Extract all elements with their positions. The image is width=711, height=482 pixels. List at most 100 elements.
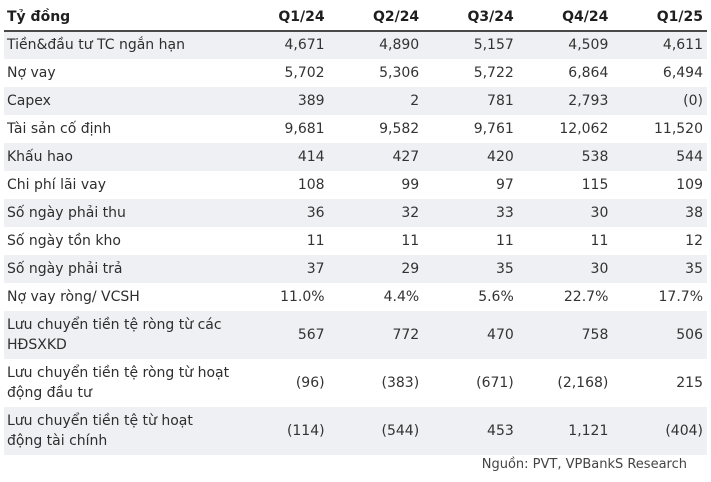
row-value: 11,520 xyxy=(654,120,703,137)
row-value: 5.6% xyxy=(478,288,514,305)
row-value: 30 xyxy=(590,260,609,277)
row-value: 11 xyxy=(590,232,609,249)
table-row: Lưu chuyển tiền tệ ròng từ các HĐSXKD 567… xyxy=(4,311,707,359)
row-value: 215 xyxy=(676,374,703,391)
row-value: 5,702 xyxy=(284,64,325,81)
table-row: Chi phí lãi vay 108 99 97 115 109 xyxy=(4,171,707,199)
row-value: 4,671 xyxy=(284,37,325,54)
row-value: 420 xyxy=(487,148,514,165)
row-label: Tài sản cố định xyxy=(7,120,112,137)
row-value: 4,509 xyxy=(568,37,609,54)
row-label: Lưu chuyển tiền tệ từ hoạt động tài chín… xyxy=(7,412,193,449)
table-row: Capex 389 2 781 2,793 (0) xyxy=(4,87,707,115)
table-row: Lưu chuyển tiền tệ từ hoạt động tài chín… xyxy=(4,407,707,455)
row-value: 6,494 xyxy=(662,64,703,81)
row-value: 538 xyxy=(581,148,609,165)
row-value: 5,306 xyxy=(379,64,420,81)
row-value: (114) xyxy=(286,422,325,439)
row-value: 758 xyxy=(581,326,609,343)
row-value: 4,611 xyxy=(662,37,703,54)
row-label: Nợ vay ròng/ VCSH xyxy=(7,288,140,305)
row-value: 12 xyxy=(685,232,703,249)
table-header-row: Tỷ đồng Q1/24 Q2/24 Q3/24 Q4/24 Q1/25 xyxy=(4,4,707,31)
table-row: Số ngày tồn kho 11 11 11 11 12 xyxy=(4,227,707,255)
row-value: 5,157 xyxy=(473,37,514,54)
row-value: 544 xyxy=(676,148,703,165)
row-value: 29 xyxy=(401,260,420,277)
table-row: Số ngày phải trả 37 29 35 30 35 xyxy=(4,255,707,283)
header-q4-24: Q4/24 xyxy=(562,9,609,25)
table-row: Lưu chuyển tiền tệ ròng từ hoạt động đầu… xyxy=(4,359,707,407)
row-value: 2 xyxy=(410,92,420,109)
row-value: 1,121 xyxy=(568,422,609,439)
row-value: 414 xyxy=(297,148,325,165)
row-label: Tiền&đầu tư TC ngắn hạn xyxy=(7,37,185,54)
row-value: 35 xyxy=(495,260,514,277)
row-value: 115 xyxy=(581,176,609,193)
row-value: (404) xyxy=(665,422,703,439)
row-value: 109 xyxy=(676,176,703,193)
row-label: Số ngày phải thu xyxy=(7,204,126,221)
row-value: 4.4% xyxy=(383,288,420,305)
source-note: Nguồn: PVT, VPBankS Research xyxy=(481,457,687,472)
row-value: 427 xyxy=(392,148,420,165)
header-q1-25: Q1/25 xyxy=(656,9,703,25)
row-value: (671) xyxy=(476,374,514,391)
table-row: Tài sản cố định 9,681 9,582 9,761 12,062 11,5… xyxy=(4,115,707,143)
table-row: Nợ vay 5,702 5,306 5,722 6,864 6,494 xyxy=(4,59,707,87)
row-value: 470 xyxy=(487,326,514,343)
row-value: (2,168) xyxy=(557,374,609,391)
table-row: Tiền&đầu tư TC ngắn hạn 4,671 4,890 5,157 4,… xyxy=(4,31,707,59)
row-value: 37 xyxy=(306,260,325,277)
row-label: Chi phí lãi vay xyxy=(7,176,107,193)
row-value: 35 xyxy=(685,260,703,277)
row-label: Số ngày phải trả xyxy=(7,260,123,277)
header-q2-24: Q2/24 xyxy=(372,9,420,25)
row-value: 33 xyxy=(495,204,514,221)
row-value: 97 xyxy=(495,176,514,193)
row-value: 453 xyxy=(487,422,514,439)
row-value: (383) xyxy=(381,374,420,391)
financial-table: Tỷ đồng Q1/24 Q2/24 Q3/24 Q4/24 Q1/25 Ti… xyxy=(4,4,707,455)
row-value: (544) xyxy=(381,422,420,439)
row-value: 567 xyxy=(297,326,325,343)
row-label: Capex xyxy=(7,92,51,109)
row-value: 17.7% xyxy=(658,288,703,305)
row-value: 11 xyxy=(306,232,325,249)
row-label: Nợ vay xyxy=(7,64,56,81)
row-value: (96) xyxy=(295,374,325,391)
row-value: 5,722 xyxy=(473,64,514,81)
table-body: Tiền&đầu tư TC ngắn hạn 4,671 4,890 5,157 4,… xyxy=(4,31,707,455)
row-value: 9,681 xyxy=(284,120,325,137)
header-unit: Tỷ đồng xyxy=(7,9,71,25)
row-label: Số ngày tồn kho xyxy=(7,232,121,249)
row-value: 4,890 xyxy=(379,37,420,54)
row-value: 36 xyxy=(306,204,325,221)
row-value: 772 xyxy=(392,326,420,343)
row-value: 11 xyxy=(401,232,420,249)
row-value: 389 xyxy=(297,92,325,109)
row-label: Lưu chuyển tiền tệ ròng từ các HĐSXKD xyxy=(7,316,222,353)
row-value: 108 xyxy=(297,176,325,193)
row-value: 2,793 xyxy=(568,92,609,109)
row-value: 781 xyxy=(487,92,514,109)
row-value: 506 xyxy=(676,326,703,343)
row-value: 32 xyxy=(401,204,420,221)
row-value: 99 xyxy=(401,176,420,193)
row-label: Khấu hao xyxy=(7,148,73,165)
row-value: 9,582 xyxy=(379,120,420,137)
row-value: 38 xyxy=(685,204,703,221)
header-q1-24: Q1/24 xyxy=(278,9,325,25)
row-value: (0) xyxy=(683,92,703,109)
row-value: 11 xyxy=(495,232,514,249)
row-value: 30 xyxy=(590,204,609,221)
row-value: 9,761 xyxy=(473,120,514,137)
row-value: 22.7% xyxy=(563,288,609,305)
row-value: 6,864 xyxy=(568,64,609,81)
row-label: Lưu chuyển tiền tệ ròng từ hoạt động đầu… xyxy=(7,364,230,401)
table-row: Nợ vay ròng/ VCSH 11.0% 4.4% 5.6% 22.7% 17.7% xyxy=(4,283,707,311)
row-value: 12,062 xyxy=(559,120,609,137)
table-row: Khấu hao 414 427 420 538 544 xyxy=(4,143,707,171)
header-q3-24: Q3/24 xyxy=(467,9,514,25)
